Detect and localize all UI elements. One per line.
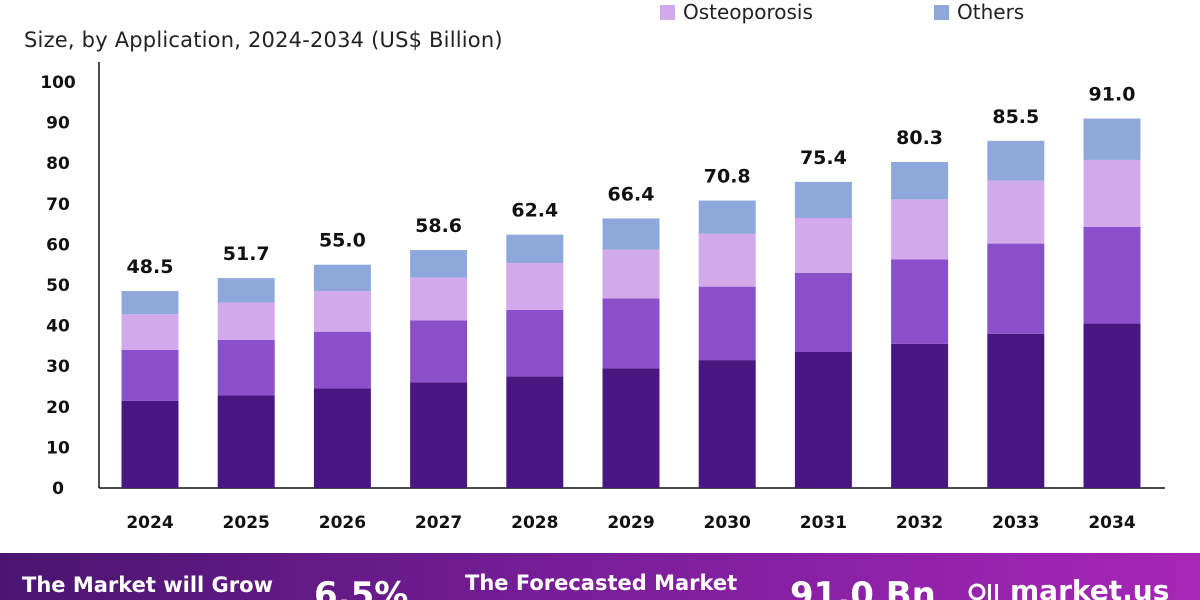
bar-segment-2024-s1 — [121, 349, 179, 401]
y-tick-label: 30 — [46, 357, 70, 377]
bar-segment-2031-s0 — [794, 351, 852, 488]
bar-segment-2029-s2 — [602, 249, 660, 299]
x-tick-label-2030: 2030 — [704, 513, 751, 533]
y-tick-label: 20 — [46, 398, 70, 418]
bar-segment-2027-s3 — [410, 250, 468, 278]
total-label-2033: 85.5 — [992, 106, 1039, 128]
bar-segment-2034-s1 — [1083, 226, 1141, 324]
y-tick-label: 10 — [46, 438, 70, 458]
bar-segment-2028-s2 — [506, 263, 564, 310]
bar-segment-2028-s0 — [506, 376, 564, 488]
bar-segment-2025-s0 — [217, 395, 275, 488]
legend-item-osteoporosis: Osteoporosis — [660, 0, 813, 24]
total-label-2028: 62.4 — [511, 200, 558, 222]
chart-subtitle: Size, by Application, 2024-2034 (US$ Bil… — [24, 28, 503, 52]
x-tick-label-2034: 2034 — [1088, 513, 1135, 533]
bar-segment-2034-s2 — [1083, 159, 1141, 227]
x-tick-label-2033: 2033 — [992, 513, 1039, 533]
bar-segment-2029-s3 — [602, 218, 660, 250]
bar-segment-2028-s3 — [506, 234, 564, 264]
legend-item-others: Others — [934, 0, 1024, 24]
bar-segment-2026-s3 — [313, 264, 371, 292]
y-tick-label: 0 — [52, 479, 64, 499]
bar-segment-2029-s1 — [602, 298, 660, 369]
footer-forecast-value: 91.0 Bn — [790, 575, 936, 600]
bar-segment-2024-s3 — [121, 291, 179, 315]
bar-segment-2034-s3 — [1083, 118, 1141, 160]
bars-group — [121, 118, 1141, 488]
legend-label-osteoporosis: Osteoporosis — [683, 0, 813, 24]
total-label-2027: 58.6 — [415, 215, 462, 237]
bar-segment-2033-s2 — [987, 180, 1045, 244]
bar-segment-2027-s2 — [410, 277, 468, 321]
bar-segment-2030-s2 — [698, 233, 756, 287]
footer-banner: The Market will Grow 6.5% The Forecasted… — [0, 553, 1200, 600]
total-label-2029: 66.4 — [608, 183, 655, 205]
total-label-2030: 70.8 — [704, 166, 751, 188]
x-tick-label-2029: 2029 — [607, 513, 654, 533]
bar-segment-2033-s0 — [987, 333, 1045, 488]
y-tick-label: 40 — [46, 317, 70, 337]
bar-segment-2026-s1 — [313, 331, 371, 389]
x-tick-label-2026: 2026 — [319, 513, 366, 533]
market-us-logo-icon — [968, 583, 998, 600]
x-tick-label-2028: 2028 — [511, 513, 558, 533]
footer-cagr-value: 6.5% — [314, 575, 409, 600]
y-axis-ticks: 0 10 20 30 40 50 60 70 80 90 100 — [40, 73, 76, 499]
bar-segment-2032-s3 — [891, 161, 949, 200]
x-axis-labels: 2024 2025 2026 2027 2028 2029 2030 2031 2032 2033… — [126, 513, 1135, 533]
bar-segment-2033-s3 — [987, 140, 1045, 181]
footer-forecast-text: The Forecasted Market — [465, 571, 738, 595]
footer-brand: market.us — [1010, 574, 1170, 600]
bar-segment-2025-s2 — [217, 302, 275, 340]
x-tick-label-2024: 2024 — [126, 513, 173, 533]
legend-swatch-osteoporosis — [660, 4, 675, 20]
y-tick-label: 100 — [40, 73, 76, 93]
bar-segment-2030-s0 — [698, 360, 756, 488]
legend-label-others: Others — [957, 0, 1025, 24]
bar-segment-2030-s3 — [698, 200, 756, 234]
y-tick-label: 70 — [46, 195, 70, 215]
bar-segment-2025-s3 — [217, 278, 275, 303]
total-label-2034: 91.0 — [1089, 84, 1136, 106]
total-label-2025: 51.7 — [223, 243, 270, 265]
bar-segment-2031-s3 — [794, 181, 852, 219]
x-tick-label-2027: 2027 — [415, 513, 462, 533]
bar-segment-2031-s1 — [794, 272, 852, 352]
bar-segment-2032-s0 — [891, 343, 949, 488]
footer-grow-text: The Market will Grow — [22, 573, 273, 597]
total-label-2024: 48.5 — [127, 256, 174, 278]
bar-segment-2027-s1 — [410, 320, 468, 383]
y-tick-label: 90 — [46, 114, 70, 134]
bar-segment-2026-s2 — [313, 291, 371, 332]
bar-segment-2032-s2 — [891, 199, 949, 260]
bar-segment-2030-s1 — [698, 286, 756, 361]
bar-segment-2029-s0 — [602, 368, 660, 488]
bar-segment-2025-s1 — [217, 339, 275, 396]
total-label-2032: 80.3 — [896, 127, 943, 149]
x-tick-label-2031: 2031 — [800, 513, 847, 533]
bar-segment-2031-s2 — [794, 218, 852, 273]
legend-swatch-others — [934, 4, 949, 20]
bar-segment-2034-s0 — [1083, 323, 1141, 488]
bar-segment-2032-s1 — [891, 259, 949, 344]
y-tick-label: 80 — [46, 154, 70, 174]
y-tick-label: 50 — [46, 276, 70, 296]
x-tick-label-2032: 2032 — [896, 513, 943, 533]
bar-segment-2024-s0 — [121, 400, 179, 488]
bar-segment-2026-s0 — [313, 388, 371, 488]
bar-segment-2024-s2 — [121, 314, 179, 350]
total-labels: 48.5 51.7 55.0 58.6 62.4 66.4 70.8 75.4 80.3 85.5… — [127, 84, 1136, 279]
total-label-2026: 55.0 — [319, 230, 366, 252]
x-tick-label-2025: 2025 — [223, 513, 270, 533]
bar-segment-2028-s1 — [506, 309, 564, 377]
y-tick-label: 60 — [46, 235, 70, 255]
bar-segment-2027-s0 — [410, 382, 468, 488]
total-label-2031: 75.4 — [800, 147, 847, 169]
bar-segment-2033-s1 — [987, 243, 1045, 334]
